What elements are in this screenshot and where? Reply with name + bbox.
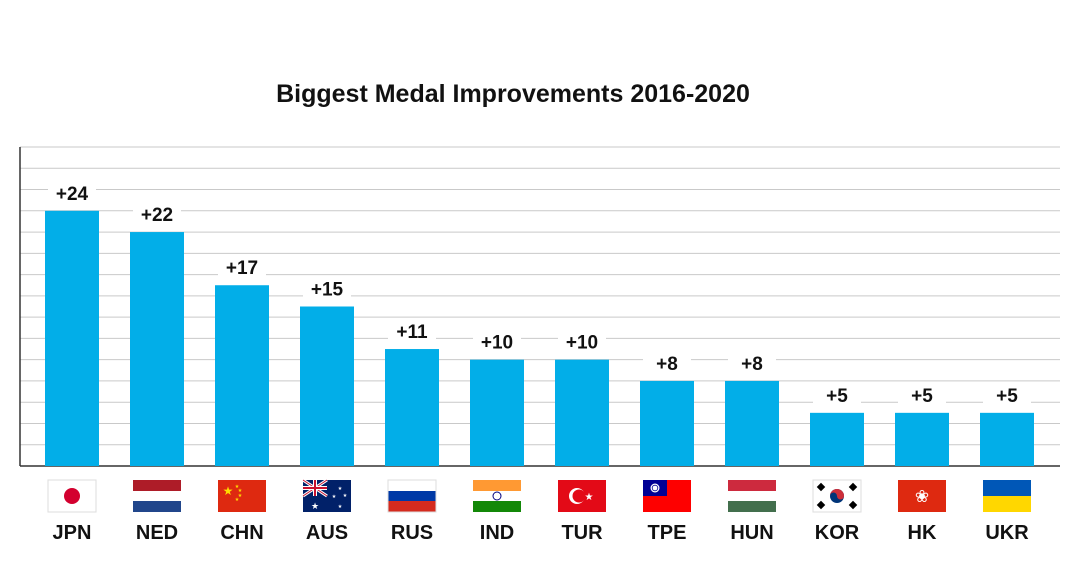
japan-flag [47, 479, 97, 513]
category-label: JPN [53, 522, 92, 544]
data-label: +8 [741, 354, 763, 375]
data-label-bg [218, 255, 266, 280]
data-label-bg [898, 382, 946, 407]
data-label-bg [133, 202, 181, 227]
svg-text:★: ★ [223, 484, 234, 498]
hong-kong-flag: ❀ [898, 480, 946, 512]
svg-text:★: ★ [238, 488, 243, 494]
category-label: CHN [220, 522, 263, 544]
india-flag [473, 480, 521, 512]
svg-text:★: ★ [311, 502, 319, 512]
category-label: RUS [391, 522, 433, 544]
data-labels: +24 +22 +17 +15 +11 +10 +10 +8 +8 +5 +5 +5 [48, 180, 1031, 407]
bar-kor [810, 412, 864, 466]
data-label: +22 [141, 205, 173, 226]
chart-title: Biggest Medal Improvements 2016-2020 [276, 80, 750, 108]
data-label: +8 [656, 354, 678, 375]
svg-text:★: ★ [343, 493, 348, 499]
svg-text:★: ★ [338, 486, 343, 492]
axes [19, 147, 1060, 467]
category-label: HK [908, 522, 937, 544]
data-label-bg [728, 350, 776, 375]
bars [45, 210, 1034, 466]
netherlands-flag [133, 480, 181, 512]
data-label: +10 [481, 333, 513, 354]
bar-ind [470, 359, 524, 466]
bar-ukr [980, 412, 1034, 466]
data-label: +11 [396, 322, 428, 343]
ukraine-flag [983, 480, 1031, 512]
data-label-bg [558, 329, 606, 354]
data-label-bg [813, 382, 861, 407]
bar-chn [215, 285, 269, 466]
category-label: HUN [730, 522, 773, 544]
south-korea-flag [812, 479, 862, 513]
data-label: +17 [226, 258, 258, 279]
svg-text:★: ★ [238, 493, 243, 499]
turkey-flag: ★ [558, 480, 606, 512]
data-label: +10 [566, 333, 598, 354]
svg-text:★: ★ [338, 504, 343, 510]
australia-flag: ★★★ ★★ [302, 478, 351, 512]
bar-tpe [640, 380, 694, 466]
data-label-bg [983, 382, 1031, 407]
svg-text:❀: ❀ [915, 487, 929, 507]
data-label-bg [473, 329, 521, 354]
svg-text:★: ★ [235, 484, 240, 490]
category-label: TPE [648, 522, 687, 544]
category-label: KOR [815, 522, 860, 544]
data-label: +24 [56, 184, 89, 205]
bar-jpn [45, 210, 99, 466]
gridlines [20, 146, 1060, 467]
category-label: TUR [561, 522, 603, 544]
data-label-bg [303, 276, 351, 301]
bar-hk [895, 412, 949, 466]
category-label: AUS [306, 522, 348, 544]
bar-aus [300, 306, 354, 466]
data-label: +15 [311, 280, 344, 301]
data-label: +5 [911, 386, 933, 407]
data-label-bg [643, 350, 691, 375]
data-label: +5 [826, 386, 848, 407]
category-label: IND [480, 522, 514, 544]
svg-text:★: ★ [585, 492, 594, 503]
bar-hun [725, 380, 779, 466]
data-label-bg [48, 180, 96, 205]
taiwan-flag [643, 480, 691, 512]
category-label: UKR [985, 522, 1029, 544]
flags: ★ ★★★★★★★ ★★★ ❀ [47, 478, 1031, 513]
bar-ned [130, 232, 184, 466]
russia-flag [387, 479, 437, 513]
bar-rus [385, 349, 439, 466]
svg-text:★: ★ [332, 494, 337, 500]
bar-tur [555, 359, 609, 466]
china-flag: ★ ★★★★ [218, 480, 266, 512]
data-label-bg [388, 319, 436, 344]
hungary-flag [728, 480, 776, 512]
data-label: +5 [996, 386, 1018, 407]
svg-text:★: ★ [235, 497, 240, 503]
category-label: NED [136, 522, 178, 544]
category-labels: JPN NED CHN AUS RUS IND TUR TPE HUN KOR HK UKR [53, 522, 1030, 544]
